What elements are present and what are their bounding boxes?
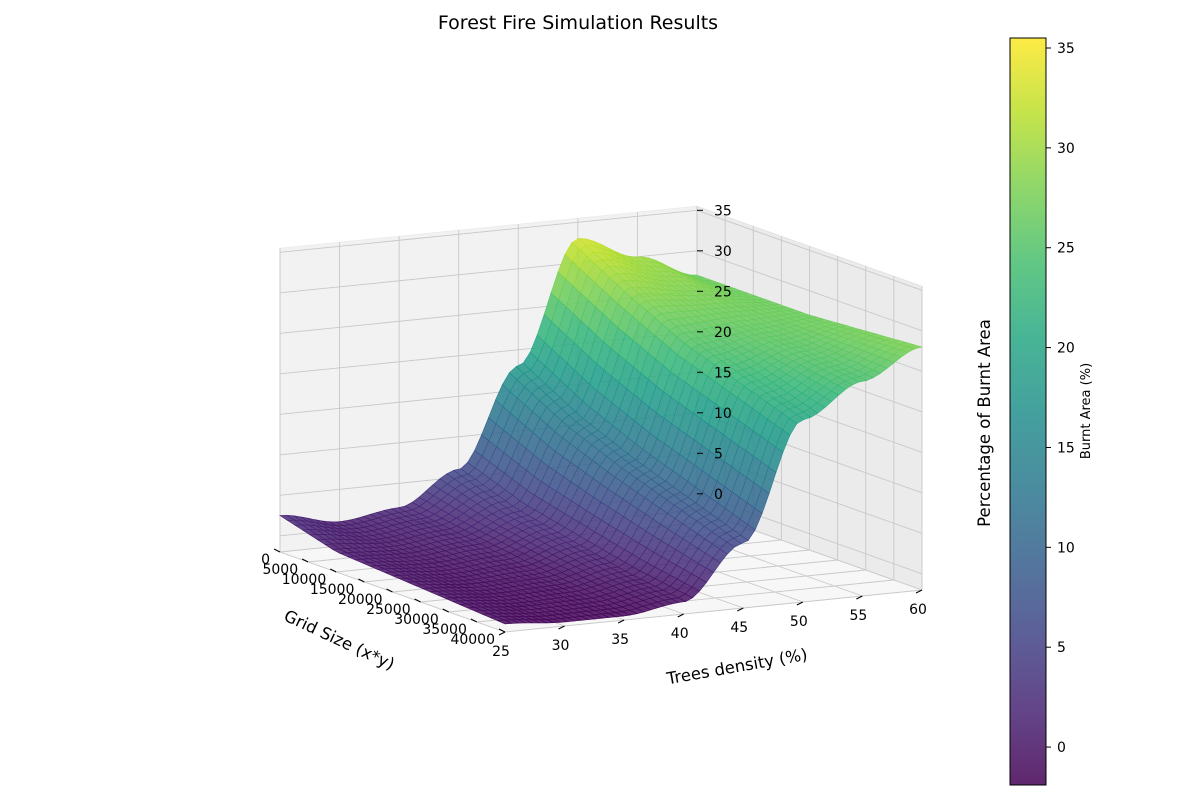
y-tick-label: 50 (790, 614, 808, 630)
x-tick-mark (358, 578, 365, 583)
x-tick-label: 40000 (450, 632, 495, 648)
x-tick-label: 30000 (394, 612, 439, 628)
gridline-z-left (279, 209, 698, 253)
x-tick-mark (470, 618, 478, 623)
x-tick-label: 10000 (282, 572, 327, 588)
x-tick-label: 20000 (338, 592, 383, 608)
colorbar-tick-label: 35 (1057, 41, 1075, 57)
y-tick-mark (737, 607, 744, 612)
colorbar: 0 5 10 15 20 25 30 35 (1009, 37, 1075, 786)
y-axis-label: Trees density (%) (664, 645, 809, 689)
colorbar-gradient (1009, 37, 1047, 786)
colorbar-tick-label: 10 (1057, 540, 1075, 556)
surface-patch (497, 619, 513, 625)
colorbar-tick-label: 25 (1057, 241, 1075, 257)
y-tick-label: 40 (671, 626, 689, 642)
y-tick-label: 60 (909, 602, 927, 618)
y-tick-mark (677, 613, 684, 618)
y-tick-mark (856, 595, 863, 600)
x-tick-label: 15000 (310, 582, 355, 598)
x-tick-mark (273, 548, 281, 553)
y-tick-label: 30 (552, 638, 570, 654)
x-tick-mark (330, 568, 337, 573)
y-tick-label: 35 (611, 632, 629, 648)
gridline-z-right (696, 250, 923, 332)
colorbar-tick-label: 5 (1057, 640, 1066, 656)
chart-title: Forest Fire Simulation Results (438, 12, 718, 34)
x-tick-label: 0 (261, 552, 270, 568)
y-tick-label: 25 (492, 644, 510, 660)
y-tick-mark (915, 589, 923, 594)
x-tick-label: 35000 (422, 622, 467, 638)
x-tick-label: 25000 (366, 602, 411, 618)
x-tick-mark (414, 598, 421, 603)
colorbar-tick-label: 20 (1057, 341, 1075, 357)
z-tick-label: 35 (714, 203, 732, 219)
colorbar-label: Burnt Area (%) (1079, 363, 1094, 459)
z-tick-label: 20 (714, 325, 732, 341)
colorbar-tick-label: 0 (1057, 740, 1066, 756)
z-tick-label: 30 (714, 244, 732, 260)
z-tick-label: 15 (714, 365, 732, 381)
gridline-z-right (696, 209, 923, 291)
y-axis: 25 30 35 40 45 50 55 60 (492, 589, 927, 660)
z-tick-label: 10 (714, 406, 732, 422)
surface (279, 238, 924, 625)
z-tick-label: 0 (714, 487, 723, 503)
x-tick-mark (498, 628, 506, 633)
z-axis-label: Percentage of Burnt Area (975, 319, 994, 527)
y-tick-label: 55 (850, 608, 868, 624)
x-tick-mark (386, 588, 393, 593)
y-tick-mark (617, 619, 625, 624)
x-tick-mark (301, 558, 309, 563)
z-tick-label: 25 (714, 284, 732, 300)
colorbar-tick-label: 15 (1057, 440, 1075, 456)
y-tick-mark (558, 625, 565, 630)
y-tick-mark (498, 631, 506, 636)
z-axis: 0 5 10 15 20 25 30 35 (696, 203, 732, 503)
z-tick-label: 5 (714, 446, 723, 462)
y-tick-label: 45 (730, 620, 748, 636)
colorbar-tick-label: 30 (1057, 141, 1075, 157)
y-tick-mark (796, 601, 804, 606)
x-tick-label: 5000 (262, 562, 298, 578)
x-tick-mark (442, 608, 449, 613)
gridline-x-floor (504, 589, 923, 633)
